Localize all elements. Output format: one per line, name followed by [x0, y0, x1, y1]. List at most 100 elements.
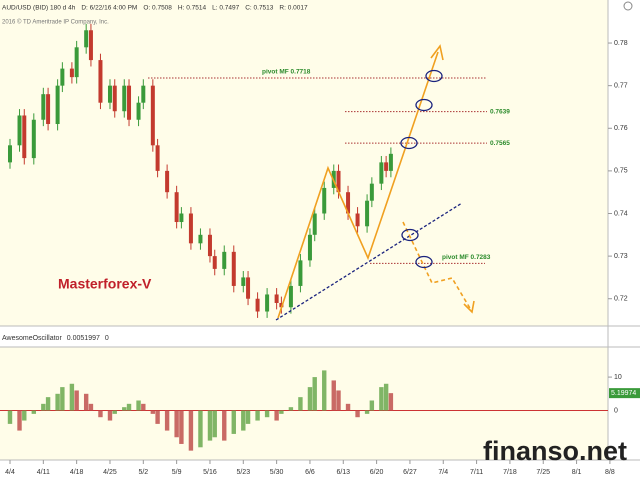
candle-body: [346, 192, 351, 214]
oscillator-panel: [0, 347, 608, 460]
y-tick-label: 0: [614, 407, 618, 414]
candle-body: [322, 187, 327, 214]
candle-body: [155, 145, 160, 171]
x-tick-label: 5/9: [172, 469, 182, 476]
level-label: 0.7639: [490, 108, 510, 115]
oscillator-bar: [22, 410, 27, 421]
oscillator-bar: [164, 410, 170, 431]
candle-body: [46, 94, 51, 125]
x-tick-label: 6/27: [403, 469, 417, 476]
oscillator-bar: [312, 377, 317, 411]
watermark: finanso.net: [483, 436, 627, 466]
oscillator-bar: [288, 407, 294, 411]
oscillator-bar: [241, 410, 246, 431]
oscillator-bar: [212, 410, 217, 438]
candle-body: [279, 302, 284, 308]
analysis-line: [430, 44, 444, 61]
x-tick-label: 8/1: [572, 469, 582, 476]
header-field: H: 0.7514: [178, 5, 207, 12]
analysis-line: [275, 202, 463, 321]
highlight-circle: [401, 228, 419, 242]
oscillator-bar: [336, 390, 341, 411]
header-field: AUD/USD (BID) 180 d 4h: [2, 5, 76, 12]
x-tick-label: 7/4: [438, 469, 448, 476]
oscillator-bar: [136, 400, 141, 411]
x-tick-label: 7/11: [470, 469, 483, 476]
oscillator-bar: [279, 410, 284, 414]
candle-body: [312, 213, 317, 235]
oscillator-bar: [198, 410, 203, 448]
oscillator-bar: [369, 400, 375, 411]
oscillator-bar: [388, 393, 394, 411]
x-tick-label: 5/2: [138, 469, 148, 476]
oscillator-bar: [17, 410, 22, 431]
candle-body: [98, 60, 103, 103]
candle-body: [198, 234, 203, 244]
oscillator-title: 0.0051997: [67, 335, 100, 342]
candle-body: [212, 256, 217, 269]
highlight-circle: [415, 98, 433, 112]
x-tick-label: 7/25: [536, 469, 550, 476]
candle-body: [74, 47, 79, 78]
y-tick-label: 0.76: [614, 125, 628, 132]
candle-body: [7, 145, 12, 163]
current-value-box: [609, 388, 640, 399]
highlight-circle: [415, 255, 433, 269]
x-tick-label: 4/25: [103, 469, 117, 476]
x-tick-label: 6/13: [336, 469, 350, 476]
oscillator-bar: [112, 410, 117, 414]
candle-body: [369, 183, 374, 201]
oscillator-bar: [231, 410, 236, 434]
oscillator-bar: [126, 403, 132, 411]
oscillator-bar: [60, 387, 65, 411]
oscillator-bar: [255, 410, 260, 421]
oscillator-bar: [383, 383, 389, 411]
oscillator-bar: [107, 410, 113, 421]
oscillator-bar: [222, 410, 227, 441]
candle-body: [88, 30, 93, 61]
analysis-line: [402, 221, 472, 311]
y-tick-label: 0.72: [614, 296, 628, 303]
candle-body: [107, 85, 112, 103]
x-tick-label: 6/20: [370, 469, 384, 476]
oscillator-bar: [122, 407, 127, 411]
price-panel: [0, 0, 608, 326]
candle-body: [307, 234, 312, 261]
oscillator-bar: [41, 403, 46, 411]
oscillator-bar: [188, 410, 194, 451]
settings-icon[interactable]: [623, 1, 633, 11]
candle-body: [288, 285, 293, 308]
candle-body: [265, 294, 270, 312]
current-value-label: 5.19974: [611, 390, 636, 397]
oscillator-bar: [31, 410, 37, 414]
x-tick-label: 4/4: [5, 469, 15, 476]
oscillator-bar: [74, 390, 79, 411]
level-label: pivot MF 0.7718: [262, 69, 311, 76]
oscillator-bar: [98, 410, 103, 418]
candle-body: [207, 234, 212, 257]
candle-body: [141, 85, 146, 103]
x-tick-label: 6/6: [305, 469, 315, 476]
candle-body: [255, 298, 260, 312]
candle-body: [22, 115, 27, 159]
oscillator-bar: [179, 410, 184, 444]
x-tick-label: 7/18: [503, 469, 517, 476]
x-tick-label: 5/30: [270, 469, 284, 476]
oscillator-bar: [307, 387, 313, 411]
oscillator-bar: [345, 403, 351, 411]
candle-body: [179, 213, 184, 223]
candle-body: [388, 153, 393, 171]
y-tick-label: 0.74: [614, 210, 628, 217]
header-field: L: 0.7497: [212, 5, 239, 12]
candle-body: [174, 192, 179, 223]
candle-body: [41, 94, 46, 120]
candle-body: [69, 68, 74, 78]
x-tick-label: 4/11: [37, 469, 50, 476]
oscillator-bar: [141, 403, 146, 411]
candle-body: [150, 85, 155, 146]
oscillator-bar: [264, 410, 270, 418]
header-field: C: 0.7513: [245, 5, 274, 12]
candle-body: [60, 68, 65, 86]
highlight-circle: [425, 69, 443, 83]
